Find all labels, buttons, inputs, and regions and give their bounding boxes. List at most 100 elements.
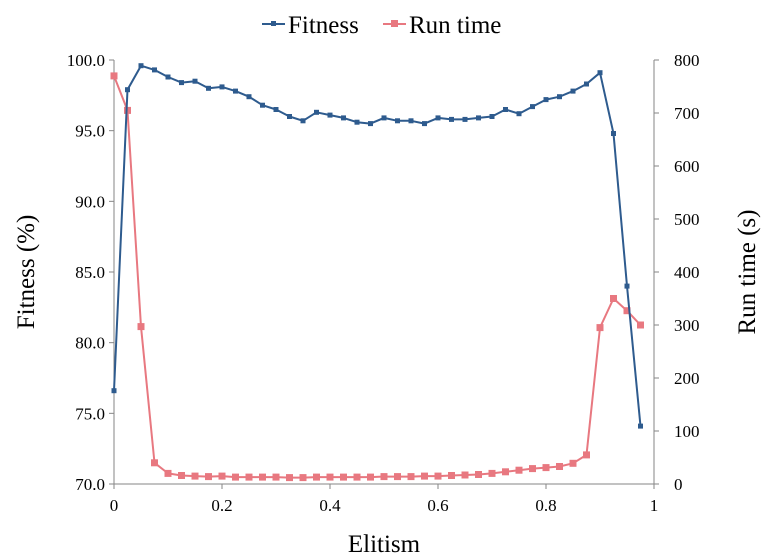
x-tick-label: 1 [650,496,659,515]
data-point-run-time [232,473,239,481]
data-point-run-time [367,473,374,481]
data-point-run-time [340,473,347,481]
y-left-tick-label: 70.0 [75,475,105,494]
y-right-tick-label: 700 [674,104,700,123]
data-point-run-time [421,472,428,480]
series-line-fitness [113,64,642,427]
data-point-run-time [637,321,644,329]
data-point-fitness [219,84,225,90]
data-point-run-time [475,471,482,478]
data-point-fitness [570,88,576,94]
data-point-fitness [557,94,562,100]
data-point-fitness [597,70,603,76]
data-point-fitness [152,67,157,73]
y-left-tick-label: 80.0 [75,334,105,353]
data-point-fitness [246,94,252,100]
data-point-fitness [489,114,495,119]
y-left-tick-label: 100.0 [67,51,105,70]
data-point-run-time [448,472,455,479]
data-point-fitness [341,115,346,121]
data-point-run-time [407,473,415,481]
data-point-fitness [449,116,454,122]
data-point-run-time [191,472,199,480]
legend-label-run-time: Run time [409,12,501,39]
data-point-run-time [326,473,334,481]
x-tick-label: 0.6 [427,496,448,515]
data-point-run-time [245,473,253,481]
data-point-run-time [434,472,442,480]
legend-label-fitness: Fitness [288,12,359,39]
legend-marker-run-time [391,20,398,27]
x-tick-label: 0.2 [211,496,232,515]
data-point-fitness [624,283,630,289]
data-point-fitness [476,115,481,121]
data-point-run-time [205,473,212,481]
data-point-fitness [138,63,144,69]
y-left-tick-label: 90.0 [75,192,105,211]
data-point-run-time [380,473,388,481]
data-point-run-time [583,451,590,459]
legend: Fitness Run time [262,12,501,39]
data-point-fitness [543,97,549,103]
data-point-fitness [395,118,400,124]
data-point-fitness [530,104,535,110]
data-point-fitness [462,116,468,122]
data-point-fitness [192,78,198,84]
data-point-fitness [435,115,441,121]
data-point-run-time [299,474,307,482]
data-point-run-time [164,469,172,477]
data-point-fitness [408,118,414,124]
data-point-fitness [125,87,130,93]
data-point-fitness [300,118,306,124]
legend-item-run-time: Run time [383,12,501,39]
legend-item-fitness: Fitness [262,12,359,39]
data-point-run-time [610,295,617,302]
data-point-run-time [515,466,523,474]
data-point-run-time [259,473,266,481]
data-point-run-time [502,468,509,476]
y-left-tick-label: 95.0 [75,122,105,141]
y-right-tick-label: 500 [674,210,700,229]
data-point-run-time [556,463,563,470]
data-point-run-time [461,471,469,479]
data-point-fitness [179,80,184,86]
data-point-run-time [286,474,293,482]
data-point-run-time [218,472,226,480]
data-point-run-time [151,459,158,467]
ticks: 0 0.2 0.4 0.6 0.8 1 70.0 75.0 80.0 85.0 90.0 95.0 10… [67,51,700,515]
data-point-run-time [137,323,145,331]
data-point-run-time [488,469,496,477]
plot-area [110,63,644,482]
x-tick-label: 0 [110,496,119,515]
data-point-run-time [110,72,118,80]
data-point-run-time [313,473,320,481]
data-point-fitness [327,112,333,118]
data-point-fitness [638,423,643,429]
data-point-run-time [542,464,550,472]
data-point-fitness [165,74,171,80]
data-point-fitness [111,388,117,394]
legend-marker-fitness [271,21,276,26]
y-right-tick-label: 200 [674,369,700,388]
data-point-run-time [596,324,604,332]
data-point-fitness [287,114,292,119]
data-point-fitness [354,119,360,125]
data-point-fitness [260,102,265,108]
data-point-fitness [584,81,589,87]
x-axis-title: Elitism [348,531,421,558]
x-tick-label: 0.4 [319,496,341,515]
data-point-fitness [422,121,427,127]
data-point-run-time [569,459,577,467]
y-right-axis-title: Run time (s) [734,210,761,335]
data-point-run-time [178,472,185,479]
data-point-fitness [206,85,211,91]
data-point-fitness [503,107,508,112]
y-right-tick-label: 800 [674,51,700,70]
data-point-fitness [516,111,522,117]
y-left-axis-title: Fitness (%) [13,215,40,330]
data-point-fitness [314,109,319,115]
data-point-fitness [381,115,387,121]
axes [113,60,655,485]
y-right-tick-label: 100 [674,422,700,441]
